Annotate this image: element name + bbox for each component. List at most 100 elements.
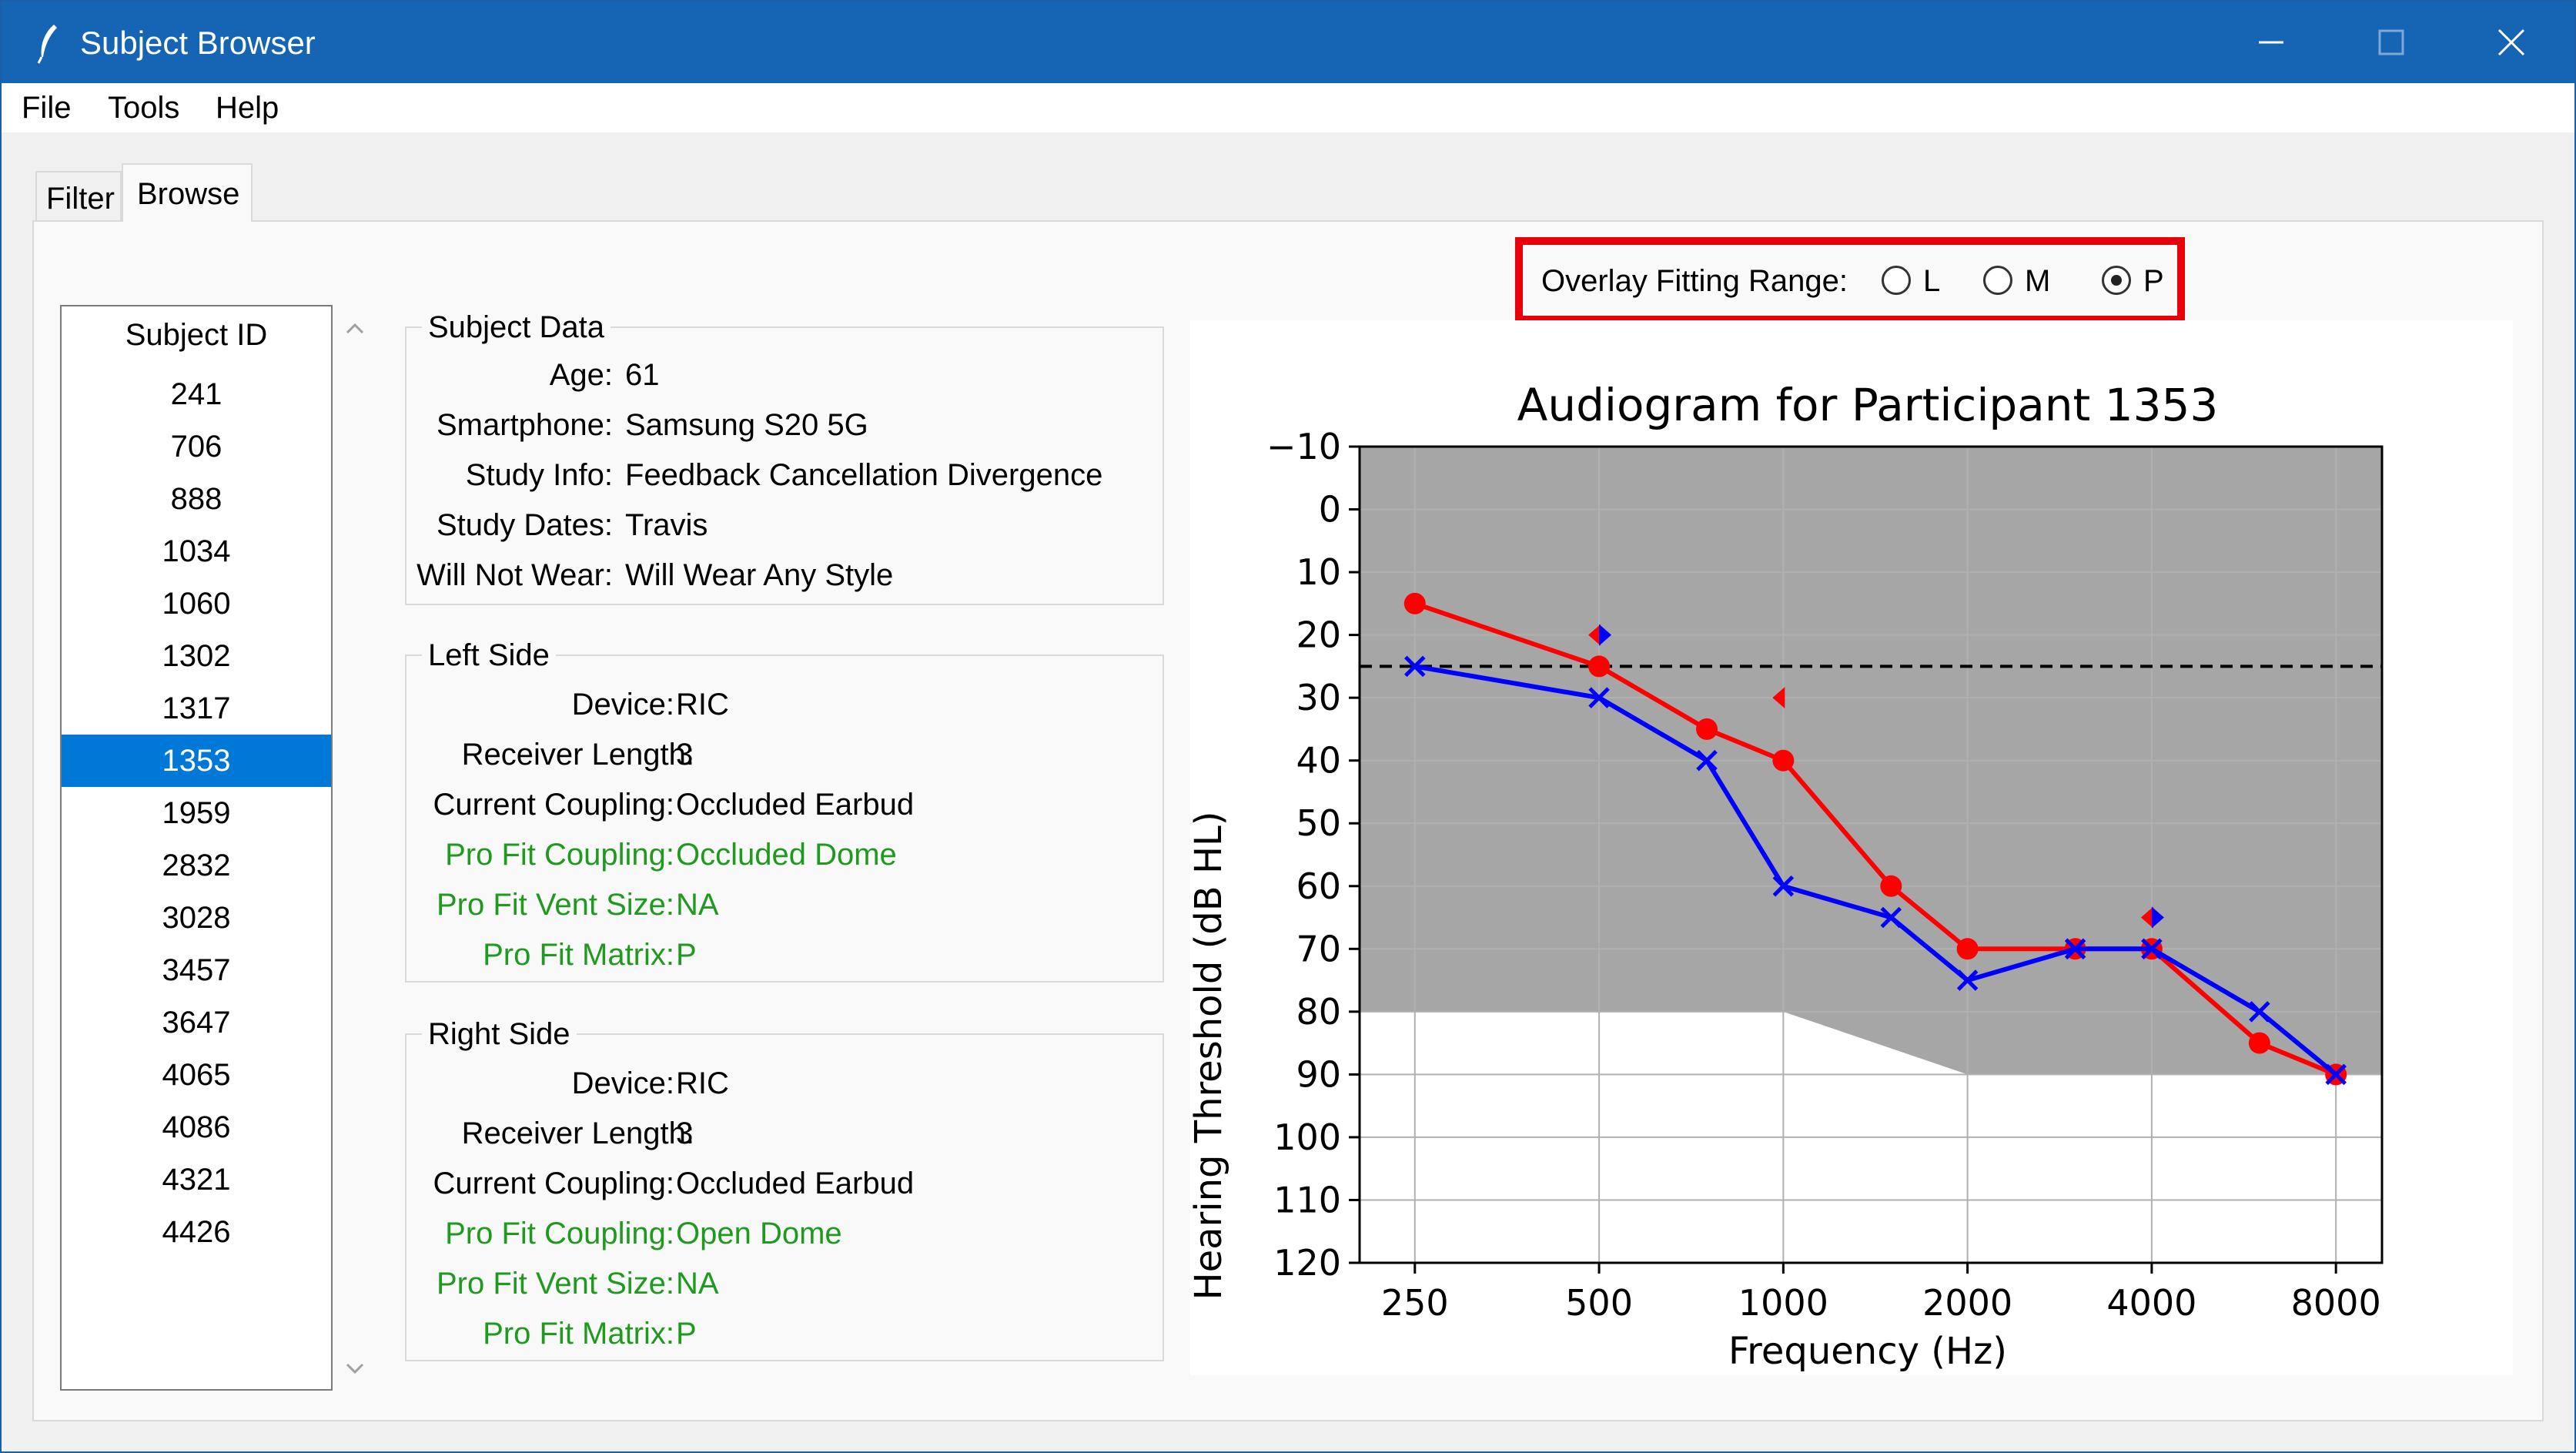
right-device-label: Device:: [571, 1066, 674, 1100]
audiogram-svg: Audiogram for Participant 1353 Frequency…: [1187, 379, 2384, 1373]
series-1-point: [1588, 687, 1610, 708]
series-1-point: [1404, 655, 1426, 678]
scroll-up-icon[interactable]: [343, 317, 366, 340]
right-side-group: Right Side: [405, 1015, 1164, 1361]
overlay-fitting-range-group: Overlay Fitting Range: L M P: [1515, 237, 2185, 323]
list-item[interactable]: 2832: [162, 849, 231, 882]
list-item[interactable]: 1060: [162, 587, 231, 621]
overlay-fitting-range-label: Overlay Fitting Range:: [1541, 264, 1848, 298]
chart-title: Audiogram for Participant 1353: [1517, 379, 2219, 431]
title-bar[interactable]: Subject Browser: [2, 2, 2574, 83]
y-tick-label: 30: [1296, 677, 1341, 718]
study-dates-label: Study Dates:: [436, 508, 613, 542]
study-info-label: Study Info:: [465, 458, 613, 492]
series-1-point: [1956, 969, 1979, 991]
right-current-coupling-value: Occluded Earbud: [676, 1167, 915, 1200]
series-1-point: [2249, 1001, 2270, 1023]
plot-frame: [1358, 445, 2384, 1264]
y-tick-label: 80: [1296, 991, 1341, 1033]
left-current-coupling-label: Current Coupling:: [433, 788, 675, 822]
series-1-point: [1696, 749, 1718, 772]
list-header: Subject ID: [125, 318, 268, 352]
radio-p-label: P: [2143, 264, 2164, 298]
series-0-point: [1696, 718, 1718, 740]
tab-browse[interactable]: Browse: [122, 163, 253, 222]
list-item[interactable]: 4065: [162, 1058, 231, 1092]
list-item[interactable]: 3028: [162, 901, 231, 935]
maximize-icon: [2378, 29, 2404, 55]
list-item[interactable]: 4426: [162, 1215, 231, 1249]
left-pro-fit-vent-size-label: Pro Fit Vent Size:: [436, 888, 674, 922]
x-tick-label: 2000: [1922, 1282, 2012, 1324]
left-current-coupling-value: Occluded Earbud: [676, 788, 915, 822]
list-item[interactable]: 4321: [162, 1163, 231, 1197]
right-receiver-length-value: 3: [676, 1117, 694, 1150]
y-tick-label: 50: [1296, 802, 1341, 844]
radio-l-label: L: [1923, 264, 1941, 298]
list-item[interactable]: 1317: [162, 691, 231, 725]
series-1-point: [1880, 906, 1902, 929]
radio-m-label: M: [2025, 264, 2051, 298]
series-1-point: [2141, 938, 2163, 960]
list-item[interactable]: 3647: [162, 1006, 231, 1040]
series-0-point: [2248, 1032, 2270, 1054]
left-device-label: Device:: [571, 688, 674, 721]
list-item[interactable]: 888: [170, 482, 222, 516]
x-tick-label: 1000: [1738, 1282, 1828, 1324]
series-1-point: [2064, 938, 2086, 960]
x-tick-label: 250: [1381, 1282, 1449, 1324]
series-1-point: [1772, 875, 1795, 897]
minimize-button[interactable]: [2211, 2, 2331, 83]
radio-circle-icon: [1882, 266, 1911, 295]
y-tick-label: 100: [1273, 1117, 1341, 1158]
series-0-point: [1403, 592, 1426, 614]
smartphone-label: Smartphone:: [436, 408, 613, 442]
radio-selected-icon: [2102, 266, 2131, 295]
x-tick-label: 8000: [2291, 1282, 2381, 1324]
scroll-down-icon[interactable]: [343, 1357, 366, 1380]
left-receiver-length-value: 3: [676, 738, 694, 772]
right-pro-fit-coupling-label: Pro Fit Coupling:: [445, 1217, 674, 1250]
y-tick-label: 120: [1273, 1242, 1341, 1284]
bone-conduction-marker: [2151, 906, 2164, 929]
menu-help[interactable]: Help: [216, 91, 279, 125]
y-tick-label: 0: [1319, 489, 1341, 531]
series-1-point: [2325, 1063, 2347, 1086]
bone-conduction-marker: [1599, 624, 1612, 646]
list-item-selected[interactable]: 1353: [62, 735, 331, 787]
bone-conduction-marker: [1772, 687, 1785, 709]
list-item[interactable]: 706: [170, 430, 222, 464]
list-item[interactable]: 1302: [162, 639, 231, 673]
right-side-title: Right Side: [422, 1015, 577, 1053]
left-receiver-length-label: Receiver Length:: [461, 738, 694, 772]
y-tick-label: 10: [1296, 551, 1341, 593]
right-pro-fit-coupling-value: Open Dome: [676, 1217, 842, 1250]
tab-filter[interactable]: Filter: [35, 171, 122, 220]
left-pro-fit-coupling-value: Occluded Dome: [676, 838, 897, 872]
right-pro-fit-vent-size-value: NA: [676, 1267, 719, 1301]
menu-bar: File Tools Help: [2, 83, 2574, 132]
list-item[interactable]: 241: [170, 377, 222, 411]
subject-id-list[interactable]: Subject ID 241 706 888 1034 1060 1302 13…: [60, 305, 333, 1391]
list-item[interactable]: 4086: [162, 1110, 231, 1144]
age-value: 61: [625, 358, 660, 392]
left-pro-fit-vent-size-value: NA: [676, 888, 719, 922]
menu-file[interactable]: File: [22, 91, 72, 125]
left-side-title: Left Side: [422, 636, 556, 675]
list-item[interactable]: 3457: [162, 953, 231, 987]
list-item[interactable]: 1959: [162, 796, 231, 830]
series-0-point: [1956, 938, 1979, 960]
series-0-point: [1772, 749, 1795, 772]
list-item[interactable]: 1034: [162, 534, 231, 568]
radio-circle-icon: [1983, 266, 2012, 295]
feather-icon: [37, 25, 57, 64]
maximize-button[interactable]: [2331, 2, 2451, 83]
y-tick-label: −10: [1266, 426, 1341, 467]
menu-tools[interactable]: Tools: [108, 91, 180, 125]
bone-conduction-marker: [2140, 906, 2153, 929]
window-title: Subject Browser: [80, 25, 316, 61]
y-tick-label: 20: [1296, 614, 1341, 656]
will-not-wear-value: Will Wear Any Style: [625, 558, 894, 592]
close-button[interactable]: [2451, 2, 2571, 83]
